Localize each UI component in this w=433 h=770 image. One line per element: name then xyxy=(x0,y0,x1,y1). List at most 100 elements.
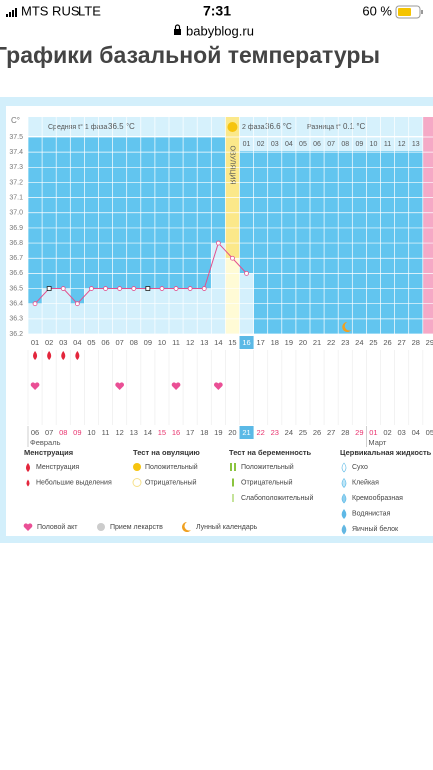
date: 06 xyxy=(31,428,39,437)
date: 19 xyxy=(214,428,222,437)
phase2-day: 06 xyxy=(313,141,321,148)
battery-text: 60 % xyxy=(362,3,392,18)
y-tick-label: 37.5 xyxy=(9,134,23,141)
temperature-point xyxy=(201,286,207,291)
temperature-bar xyxy=(84,288,99,334)
y-tick-label: 36.4 xyxy=(9,301,23,308)
intercourse-heart xyxy=(115,382,125,390)
page-title: Графики базальной температуры xyxy=(0,42,380,68)
legend-item: Кремообразная xyxy=(352,494,403,502)
date: 09 xyxy=(73,428,81,437)
month-label: Март xyxy=(368,438,387,447)
cycle-day: 07 xyxy=(115,338,123,347)
date: 17 xyxy=(186,428,194,437)
phase2-day-row xyxy=(239,137,423,151)
phase2-day: 04 xyxy=(285,141,293,148)
phase2-day: 07 xyxy=(327,141,335,148)
phase2-day: 10 xyxy=(370,141,378,148)
temperature-point xyxy=(145,286,151,291)
date: 29 xyxy=(355,428,363,437)
date: 01 xyxy=(369,428,377,437)
cycle-day: 29 xyxy=(426,338,433,347)
temperature-point xyxy=(117,286,123,291)
intercourse-heart xyxy=(213,382,223,390)
cycle-day: 14 xyxy=(214,338,222,347)
temperature-point xyxy=(74,301,80,307)
date: 24 xyxy=(285,428,293,437)
phase2-day: 12 xyxy=(398,141,406,148)
cycle-day: 22 xyxy=(327,338,335,347)
legend-item: Слабоположительный xyxy=(241,494,313,502)
cycle-day: 12 xyxy=(186,338,194,347)
legend-icon xyxy=(133,463,141,471)
date: 08 xyxy=(59,428,67,437)
temperature-point xyxy=(131,286,137,291)
legend-item: Отрицательный xyxy=(145,478,197,486)
legend-item: Небольшие выделения xyxy=(36,478,112,486)
date: 04 xyxy=(412,428,420,437)
legend-icon xyxy=(341,509,347,519)
clock: 7:31 xyxy=(203,3,231,19)
legend-item: Сухо xyxy=(352,464,368,471)
temperature-point xyxy=(244,270,249,276)
temperature-bar xyxy=(42,288,57,334)
temperature-point xyxy=(215,240,221,246)
cycle-day: 13 xyxy=(200,338,208,347)
cycle-day: 28 xyxy=(412,338,420,347)
cycle-day: 06 xyxy=(101,338,109,347)
legend-item: Половой акт xyxy=(37,523,78,531)
month-label: Февраль xyxy=(30,438,61,447)
ovulation-icon xyxy=(227,122,238,132)
legend-icon xyxy=(234,463,236,471)
temperature-bar xyxy=(197,288,212,334)
legend-item: Водянистая xyxy=(352,510,391,517)
date: 02 xyxy=(383,428,391,437)
difference-value: 0.1 °C xyxy=(343,122,366,131)
signal xyxy=(6,8,17,17)
y-tick-label: 37.0 xyxy=(9,210,23,217)
legend-icon xyxy=(341,462,347,473)
date: 13 xyxy=(130,428,138,437)
date: 28 xyxy=(341,428,349,437)
temperature-bar xyxy=(154,288,169,334)
temperature-point xyxy=(159,286,165,291)
date: 16 xyxy=(172,428,180,437)
url: babyblog.ru xyxy=(186,23,254,38)
ovulation-label: ОВУЛЯЦИЯ xyxy=(229,145,236,184)
legend-icon xyxy=(232,494,234,502)
date: 18 xyxy=(200,428,208,437)
cycle-day: 23 xyxy=(341,338,349,347)
temperature-bar xyxy=(169,288,184,334)
temperature-line xyxy=(34,242,247,305)
legend-icon xyxy=(97,523,105,531)
cycle-day: 09 xyxy=(144,338,152,347)
legend-item: Клейкая xyxy=(352,478,379,486)
menstruation-drop xyxy=(33,351,38,360)
cycle-day: 18 xyxy=(271,338,279,347)
date: 27 xyxy=(327,428,335,437)
legend-item: Положительный xyxy=(241,463,294,471)
legend-item: Отрицательный xyxy=(241,478,293,486)
phase2-day: 01 xyxy=(243,141,251,148)
temperature-bar xyxy=(56,288,71,334)
legend-icon xyxy=(182,522,191,532)
y-tick-label: 37.3 xyxy=(9,164,23,171)
date: 23 xyxy=(271,428,279,437)
today-cell xyxy=(239,336,254,349)
cycle-day: 03 xyxy=(59,338,67,347)
network: LTE xyxy=(78,3,101,18)
y-tick-label: 36.7 xyxy=(9,255,23,262)
temperature-bar xyxy=(126,288,141,334)
phase2-day: 05 xyxy=(299,141,307,148)
menstruation-drop xyxy=(47,351,52,360)
y-tick-label: 36.5 xyxy=(9,285,23,292)
phase2-day: 09 xyxy=(355,141,363,148)
cycle-day: 02 xyxy=(45,338,53,347)
today-date-cell xyxy=(239,426,254,439)
cycle-day: 08 xyxy=(130,338,138,347)
legend-title: Цервикальная жидкость xyxy=(340,448,432,457)
legend-icon xyxy=(341,524,347,535)
legend-icon xyxy=(132,478,142,487)
temperature-bar xyxy=(225,258,240,334)
legend-icon xyxy=(341,478,347,488)
